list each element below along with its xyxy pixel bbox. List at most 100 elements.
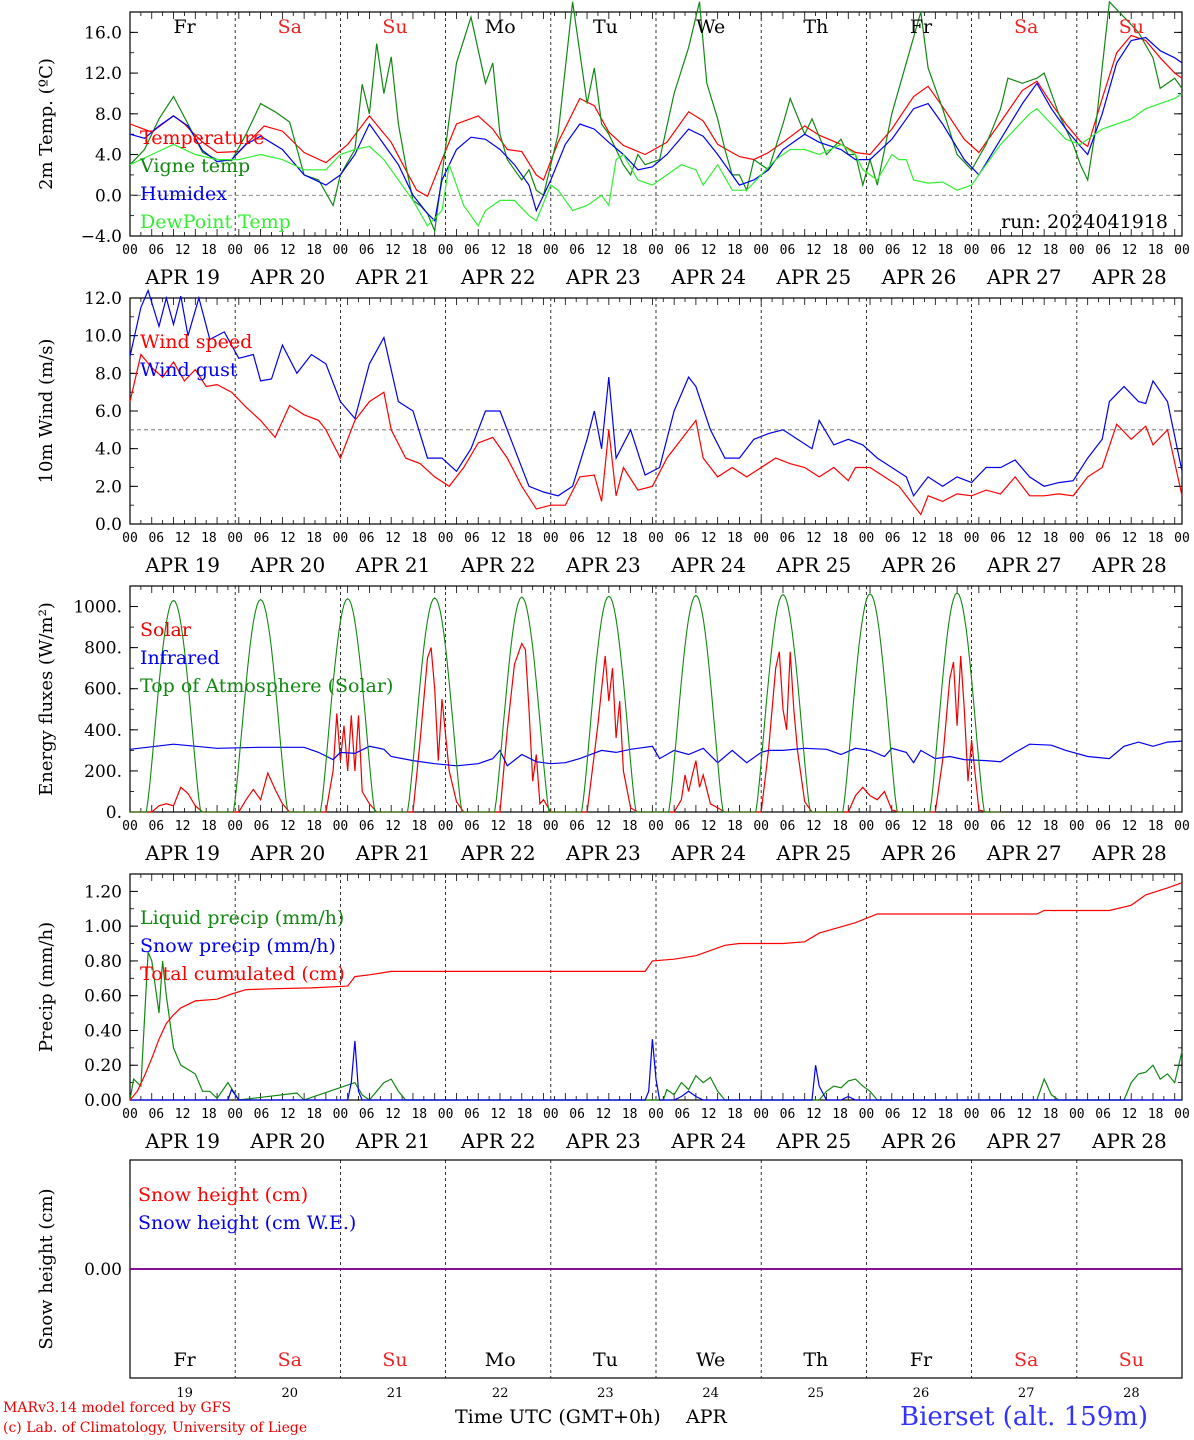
hour-tick-label: 00 bbox=[964, 243, 980, 258]
legend-entry: Total cumulated (cm) bbox=[140, 963, 345, 985]
hour-tick-label: 00 bbox=[859, 819, 875, 834]
y-tick-label: 600. bbox=[84, 680, 122, 700]
hour-tick-label: 06 bbox=[359, 243, 375, 258]
panel-wind bbox=[129, 288, 1183, 525]
y-tick-label: 200. bbox=[84, 762, 122, 782]
date-label: APR 27 bbox=[986, 1129, 1062, 1153]
date-label: APR 26 bbox=[881, 841, 957, 865]
date-label: APR 24 bbox=[670, 1129, 746, 1153]
hour-tick-label: 00 bbox=[1069, 243, 1085, 258]
hour-tick-label: 06 bbox=[569, 1107, 585, 1122]
hour-tick-label: 06 bbox=[464, 243, 480, 258]
legend-entry: Infrared bbox=[140, 647, 220, 669]
panel-snow bbox=[129, 1159, 1183, 1379]
legend-entry: Humidex bbox=[140, 183, 227, 205]
day-number-label: 19 bbox=[176, 1386, 193, 1401]
y-tick-label: 0.60 bbox=[84, 987, 122, 1007]
hour-tick-label: 18 bbox=[622, 243, 638, 258]
panel-frame bbox=[129, 11, 1183, 237]
hour-tick-label: 00 bbox=[438, 531, 454, 546]
hour-tick-label: 12 bbox=[596, 243, 612, 258]
hour-tick-label: 00 bbox=[648, 1107, 664, 1122]
hour-tick-label: 12 bbox=[385, 819, 401, 834]
legend-entry: Vigne temp bbox=[139, 155, 250, 177]
hour-tick-label: 18 bbox=[201, 1107, 217, 1122]
series-humidex bbox=[129, 36, 1183, 222]
hour-tick-label: 00 bbox=[1174, 819, 1190, 834]
hour-tick-label: 12 bbox=[911, 819, 927, 834]
hour-tick-label: 12 bbox=[911, 243, 927, 258]
date-label: APR 26 bbox=[881, 265, 957, 289]
weekday-label-bottom: Fr bbox=[910, 1349, 933, 1371]
hour-tick-label: 06 bbox=[990, 243, 1006, 258]
y-tick-label: 4.0 bbox=[95, 440, 122, 460]
y-tick-label: 0. bbox=[106, 803, 122, 823]
date-label: APR 25 bbox=[775, 265, 851, 289]
series-wind-speed bbox=[129, 353, 1183, 516]
series-dewpoint-temp bbox=[129, 93, 1183, 227]
series-solar bbox=[130, 642, 1001, 813]
hour-tick-label: 06 bbox=[254, 531, 270, 546]
hour-tick-label: 18 bbox=[1043, 1107, 1059, 1122]
hour-tick-label: 06 bbox=[464, 819, 480, 834]
hour-tick-label: 00 bbox=[964, 1107, 980, 1122]
series-total-cumulated-cm bbox=[129, 882, 1183, 1101]
hour-tick-label: 00 bbox=[543, 243, 559, 258]
day-number-label: 26 bbox=[913, 1386, 930, 1401]
hour-tick-label: 06 bbox=[254, 1107, 270, 1122]
hour-tick-label: 00 bbox=[1174, 1107, 1190, 1122]
hour-tick-label: 00 bbox=[122, 243, 138, 258]
hour-tick-label: 18 bbox=[201, 243, 217, 258]
hour-tick-label: 00 bbox=[753, 243, 769, 258]
date-label: APR 20 bbox=[249, 265, 325, 289]
hour-tick-label: 06 bbox=[569, 819, 585, 834]
hour-tick-label: 06 bbox=[1095, 1107, 1111, 1122]
hour-tick-label: 18 bbox=[517, 1107, 533, 1122]
legend-entry: Wind speed bbox=[140, 331, 252, 353]
weekday-label-bottom: Su bbox=[1119, 1349, 1144, 1371]
date-label: APR 22 bbox=[460, 553, 536, 577]
hour-tick-label: 06 bbox=[885, 531, 901, 546]
hour-tick-label: 12 bbox=[490, 1107, 506, 1122]
y-tick-label: 4.0 bbox=[95, 146, 122, 166]
series-top-of-atmosphere-solar bbox=[130, 592, 1001, 813]
date-label: APR 25 bbox=[775, 1129, 851, 1153]
date-label: APR 23 bbox=[565, 1129, 641, 1153]
date-label: APR 22 bbox=[460, 265, 536, 289]
hour-tick-label: 18 bbox=[411, 243, 427, 258]
hour-tick-label: 00 bbox=[648, 243, 664, 258]
hour-tick-label: 00 bbox=[1174, 531, 1190, 546]
date-label: APR 26 bbox=[881, 1129, 957, 1153]
hour-tick-label: 12 bbox=[701, 531, 717, 546]
y-axis-title: 2m Temp. (ºC) bbox=[36, 58, 57, 190]
credit-lab: (c) Lab. of Climatology, University of L… bbox=[3, 1420, 308, 1436]
hour-tick-label: 06 bbox=[569, 243, 585, 258]
hour-tick-label: 18 bbox=[1148, 243, 1164, 258]
hour-tick-label: 12 bbox=[280, 1107, 296, 1122]
hour-tick-label: 18 bbox=[1043, 531, 1059, 546]
hour-tick-label: 18 bbox=[411, 819, 427, 834]
weekday-label-bottom: Su bbox=[382, 1349, 407, 1371]
hour-tick-label: 06 bbox=[148, 819, 164, 834]
date-label: APR 27 bbox=[986, 265, 1062, 289]
hour-tick-label: 18 bbox=[1148, 531, 1164, 546]
hour-tick-label: 12 bbox=[806, 531, 822, 546]
legend-entry: Snow height (cm W.E.) bbox=[138, 1212, 356, 1234]
weekday-label-top: Tu bbox=[593, 16, 618, 38]
date-label: APR 21 bbox=[355, 841, 431, 865]
weekday-label-top: Th bbox=[803, 16, 828, 38]
date-label: APR 26 bbox=[881, 553, 957, 577]
date-label: APR 27 bbox=[986, 553, 1062, 577]
hour-tick-label: 12 bbox=[806, 243, 822, 258]
legend-entry: Snow height (cm) bbox=[138, 1184, 308, 1206]
hour-tick-label: 00 bbox=[753, 1107, 769, 1122]
hour-tick-label: 00 bbox=[648, 531, 664, 546]
y-tick-label: 12.0 bbox=[84, 64, 122, 84]
date-label: APR 22 bbox=[460, 1129, 536, 1153]
y-tick-label: 8.0 bbox=[95, 364, 122, 384]
y-tick-label: 0.20 bbox=[84, 1056, 122, 1076]
hour-tick-label: 18 bbox=[937, 243, 953, 258]
series-temperature bbox=[129, 34, 1183, 198]
date-label: APR 27 bbox=[986, 841, 1062, 865]
y-tick-label: 0.00 bbox=[84, 1260, 122, 1280]
